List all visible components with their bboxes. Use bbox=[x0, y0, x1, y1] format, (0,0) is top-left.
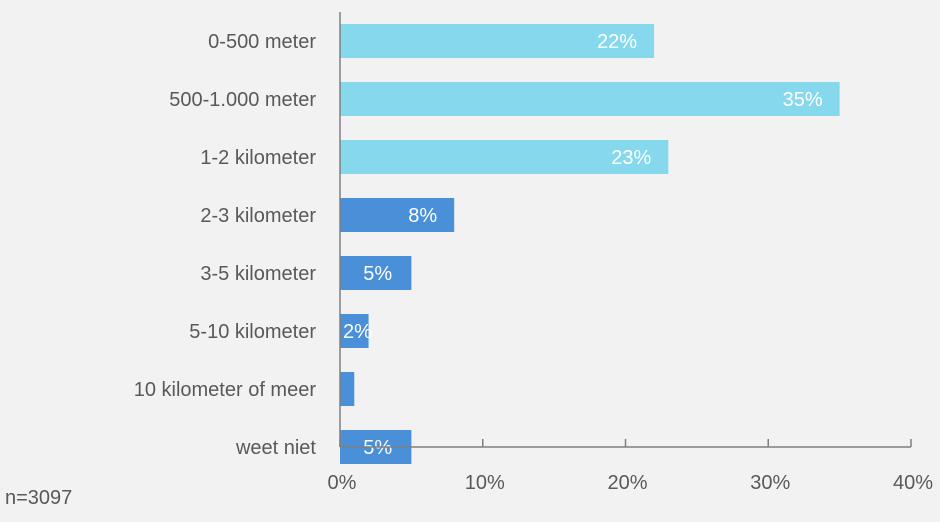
bar-4 bbox=[340, 256, 412, 290]
category-label-5: 5-10 kilometer bbox=[189, 321, 316, 343]
category-label-2: 1-2 kilometer bbox=[200, 147, 316, 169]
data-label-4: 5% bbox=[363, 263, 392, 285]
category-label-1: 500-1.000 meter bbox=[169, 89, 316, 111]
bar-5 bbox=[340, 314, 369, 348]
data-label-2: 23% bbox=[611, 147, 651, 169]
category-label-6: 10 kilometer of meer bbox=[134, 379, 317, 401]
bar-1 bbox=[340, 82, 840, 116]
data-label-5: 2% bbox=[343, 321, 372, 343]
x-tick-label-4: 40% bbox=[893, 472, 933, 494]
bar-2 bbox=[340, 140, 669, 174]
x-tick-label-3: 30% bbox=[750, 472, 790, 494]
data-label-3: 8% bbox=[408, 205, 437, 227]
x-tick-label-1: 10% bbox=[465, 472, 505, 494]
category-label-7: weet niet bbox=[235, 437, 316, 459]
data-label-0: 22% bbox=[597, 31, 637, 53]
data-label-1: 35% bbox=[783, 89, 823, 111]
sample-size-note: n=3097 bbox=[5, 487, 73, 509]
bar-0 bbox=[340, 24, 655, 58]
x-tick-label-0: 0% bbox=[328, 472, 357, 494]
category-label-4: 3-5 kilometer bbox=[200, 263, 316, 285]
category-label-3: 2-3 kilometer bbox=[200, 205, 316, 227]
data-label-7: 5% bbox=[363, 437, 392, 459]
category-label-0: 0-500 meter bbox=[208, 31, 316, 53]
x-tick-label-2: 20% bbox=[607, 472, 647, 494]
bar-6 bbox=[340, 372, 355, 406]
bar-3 bbox=[340, 198, 455, 232]
